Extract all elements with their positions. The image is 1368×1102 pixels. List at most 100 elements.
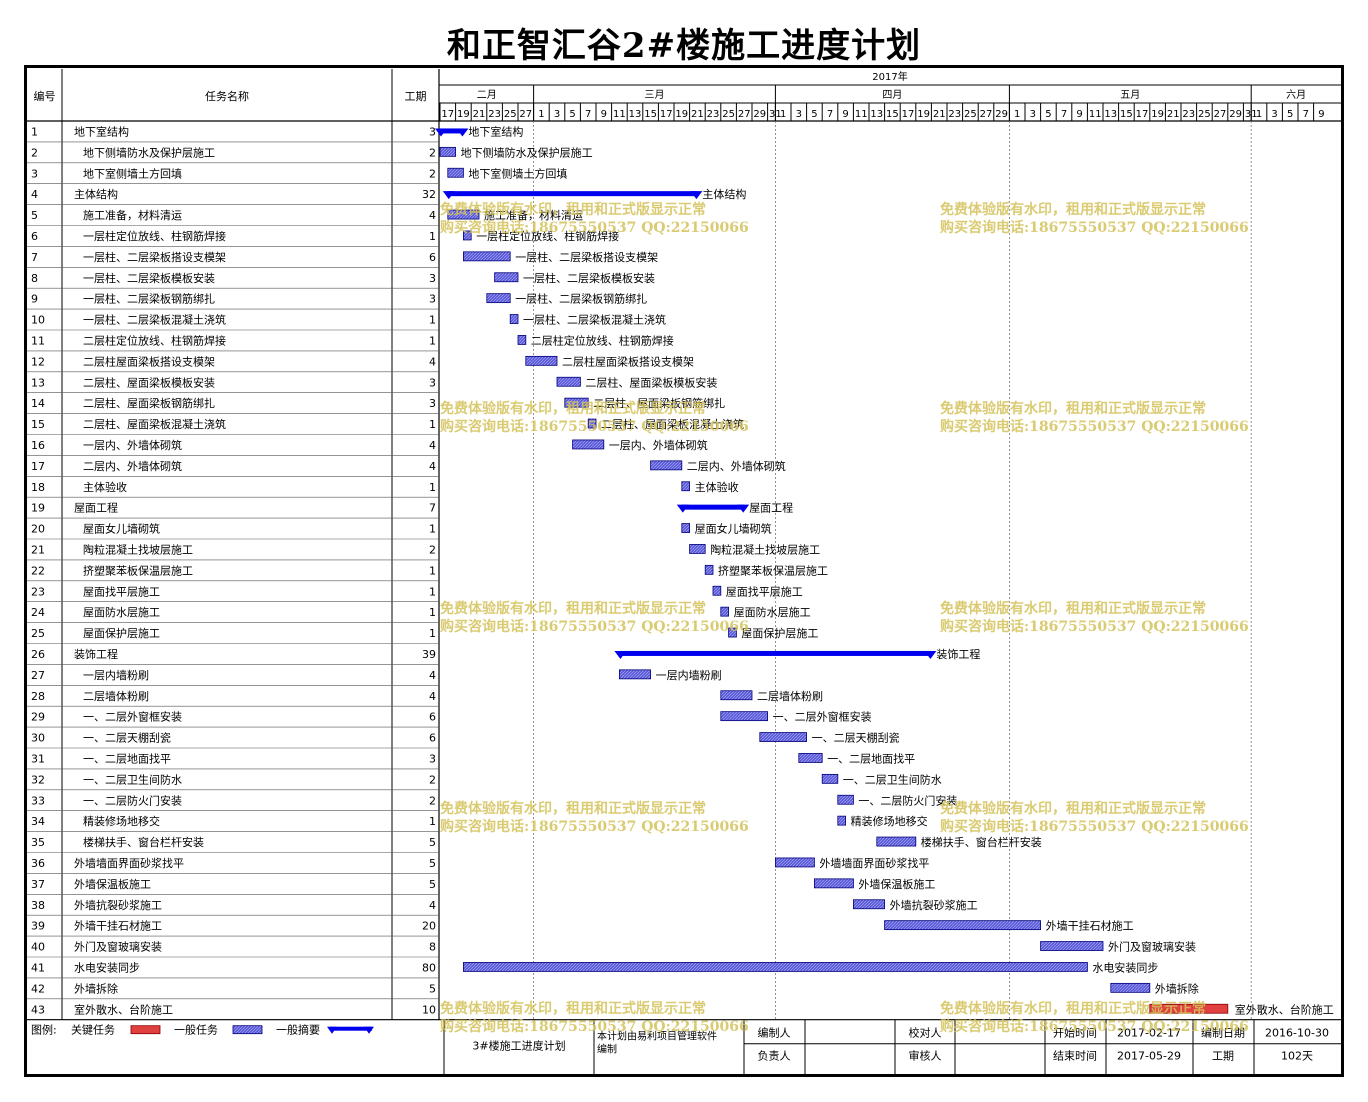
task-duration: 3 [429, 752, 436, 765]
task-id: 4 [31, 188, 38, 201]
task-name: 一、二层天棚刮瓷 [83, 731, 171, 745]
legend-critical-swatch [130, 1025, 161, 1035]
day-tick-label: 5 [569, 109, 575, 120]
task-id: 18 [31, 481, 45, 494]
task-duration: 1 [429, 815, 436, 828]
task-bar [447, 209, 480, 220]
task-name: 一、二层地面找平 [83, 751, 171, 765]
task-id: 42 [31, 982, 45, 995]
task-name: 施工准备，材料清运 [83, 208, 182, 222]
task-name: 屋面找平层施工 [83, 584, 160, 598]
day-tick-label: 23 [488, 109, 501, 120]
task-duration: 1 [429, 230, 436, 243]
task-bar-label: 外墙拆除 [1155, 981, 1199, 995]
day-tick-label: 13 [629, 109, 642, 120]
task-bar-label: 一、二层外窗框安装 [773, 710, 872, 724]
task-name: 一层柱、二层梁板搭设支模架 [83, 250, 226, 264]
task-bar-label: 主体验收 [695, 480, 739, 494]
task-name: 外墙保温板施工 [74, 877, 151, 891]
task-id: 13 [31, 376, 45, 389]
task-id: 3 [31, 167, 38, 180]
task-bar [462, 962, 1088, 972]
task-id: 7 [31, 251, 38, 264]
task-duration: 7 [429, 502, 436, 515]
task-name: 主体结构 [74, 187, 118, 201]
task-name: 二层柱、屋面梁板混凝土浇筑 [83, 417, 226, 431]
task-duration: 3 [429, 397, 436, 410]
day-tick-label: 19 [917, 109, 930, 120]
task-bar [587, 418, 597, 429]
footer-start-value: 2017-02-17 [1117, 1027, 1181, 1040]
task-id: 11 [31, 334, 45, 347]
day-tick-label: 21 [933, 109, 946, 120]
task-bar [556, 376, 581, 387]
task-bar-label: 一层柱、二层梁板钢筋绑扎 [515, 292, 647, 306]
task-bar [462, 251, 511, 262]
task-duration: 20 [422, 920, 436, 933]
task-duration: 2 [429, 543, 436, 556]
footer-software-note: 本计划由易利项目管理软件 [597, 1030, 717, 1043]
task-bar [619, 669, 652, 680]
summary-bar [619, 650, 932, 656]
day-tick-label: 21 [691, 109, 704, 120]
task-duration: 1 [429, 418, 436, 431]
task-bar [798, 753, 823, 763]
watermark-line: 免费体验版有水印，租用和正式版显示正常 [940, 800, 1206, 817]
day-tick-label: 7 [585, 109, 591, 120]
month-label: 六月 [1286, 89, 1306, 101]
day-tick-label: 19 [1151, 109, 1164, 120]
task-id: 25 [31, 627, 45, 640]
day-tick-label: 17 [902, 109, 915, 120]
task-bar [720, 606, 729, 617]
task-duration: 6 [429, 711, 436, 724]
task-duration: 10 [422, 1003, 436, 1016]
task-duration: 32 [422, 188, 436, 201]
day-tick-label: 23 [707, 109, 720, 120]
summary-bar-cap [690, 191, 703, 200]
task-name: 一层内墙粉刷 [83, 668, 149, 682]
day-tick-label: 27 [519, 109, 532, 120]
task-id: 37 [31, 878, 45, 891]
watermark-line: 免费体验版有水印，租用和正式版显示正常 [440, 1000, 706, 1017]
task-name: 地下室结构 [74, 124, 129, 138]
task-bar-label: 一层内、外墙体砌筑 [609, 438, 708, 452]
day-tick-label: 27 [980, 109, 993, 120]
task-bar [720, 711, 768, 722]
task-bar [572, 439, 605, 450]
task-duration: 4 [429, 439, 436, 452]
task-bar-label: 一层柱定位放线、柱钢筋焊接 [476, 229, 619, 243]
task-id: 5 [31, 209, 38, 222]
watermark-line: 购买咨询电话:18675550537 QQ:22150066 [440, 418, 749, 435]
task-bar-label: 地下侧墙防水及保护层施工 [461, 145, 593, 159]
footer-plan-name: 3#楼施工进度计划 [472, 1039, 565, 1053]
task-bar-label: 二层柱、屋面梁板混凝土浇筑 [601, 417, 744, 431]
task-duration: 80 [422, 961, 436, 974]
legend-summary-cap [327, 1026, 337, 1034]
task-name: 屋面工程 [74, 502, 118, 515]
watermark-line: 购买咨询电话:18675550537 QQ:22150066 [940, 618, 1249, 635]
day-tick-label: 11 [1089, 109, 1102, 120]
task-id: 16 [31, 439, 45, 452]
task-bar [525, 355, 558, 366]
task-bar-label: 外墙抗裂砂浆施工 [890, 898, 978, 912]
task-bar [447, 167, 464, 178]
task-bar [439, 146, 457, 157]
summary-bar [447, 191, 698, 197]
day-tick-label: 25 [722, 109, 735, 120]
task-id: 14 [31, 397, 45, 410]
day-tick-label: 23 [948, 109, 961, 120]
page-title: 和正智汇谷2#楼施工进度计划 [446, 26, 922, 66]
task-bar [704, 564, 714, 575]
task-name: 陶粒混凝土找坡层施工 [83, 542, 193, 556]
task-name: 楼梯扶手、窗台栏杆安装 [83, 835, 204, 849]
task-bar-label: 一层柱、二层梁板模板安装 [523, 271, 655, 285]
legend-summary-swatch [330, 1026, 372, 1031]
task-bar-label: 装饰工程 [936, 647, 980, 661]
task-duration: 1 [429, 627, 436, 640]
task-bar-label: 屋面女儿墙砌筑 [695, 522, 772, 536]
task-bar-label: 一、二层防火门安装 [858, 793, 957, 807]
task-bar-label: 外墙保温板施工 [858, 877, 935, 891]
task-id: 22 [31, 564, 45, 577]
task-bar-label: 外墙干挂石材施工 [1046, 919, 1134, 933]
task-bar [681, 523, 690, 533]
